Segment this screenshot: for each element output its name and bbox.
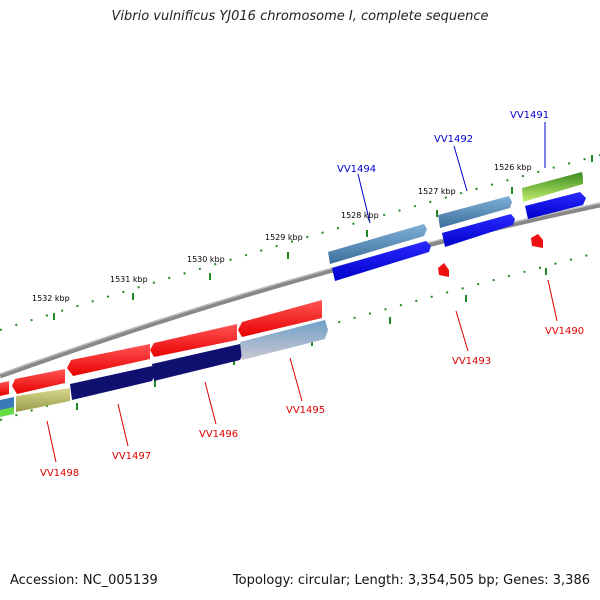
red-feature-e[interactable] <box>238 300 322 337</box>
chromosome-backbone-highlight <box>0 202 600 375</box>
gene-vv1492-cds-feature[interactable] <box>442 214 515 247</box>
gene-label-vv1498[interactable]: VV1498 <box>40 468 79 479</box>
forward-features <box>328 172 586 281</box>
scale-label-1530: 1530 kbp <box>187 255 225 264</box>
scale-label-1528: 1528 kbp <box>341 211 379 220</box>
red-feature-a[interactable] <box>0 381 9 396</box>
reverse-features <box>0 300 328 417</box>
gene-vv1495-feature[interactable] <box>240 320 328 360</box>
major-ticks-upper <box>53 155 593 320</box>
scale-label-1526: 1526 kbp <box>494 163 532 172</box>
gene-vv1496-feature[interactable] <box>152 344 244 381</box>
gene-vv1492-feature[interactable] <box>438 196 512 228</box>
scale-label-1529: 1529 kbp <box>265 233 303 242</box>
scale-label-1527: 1527 kbp <box>418 187 456 196</box>
scale-labels: 1532 kbp 1531 kbp 1530 kbp 1529 kbp 1528… <box>32 163 532 303</box>
scale-label-1532: 1532 kbp <box>32 294 70 303</box>
green-feature-left[interactable] <box>0 407 14 417</box>
reverse-gene-labels: VV1490 VV1493 VV1495 VV1496 VV1497 VV149… <box>40 326 584 479</box>
red-feature-c[interactable] <box>67 344 150 376</box>
gene-label-vv1495[interactable]: VV1495 <box>286 405 325 416</box>
gene-label-vv1497[interactable]: VV1497 <box>112 451 151 462</box>
chromosome-backbone <box>0 202 600 379</box>
gene-label-vv1494[interactable]: VV1494 <box>337 164 376 175</box>
label-leaders <box>46 122 558 463</box>
gene-label-vv1491[interactable]: VV1491 <box>510 110 549 121</box>
gene-vv1494-cds-feature[interactable] <box>332 241 431 281</box>
gene-label-vv1496[interactable]: VV1496 <box>199 429 238 440</box>
red-feature-d[interactable] <box>150 324 237 357</box>
forward-gene-labels: VV1491 VV1492 VV1494 <box>337 110 549 175</box>
gene-vv1498-feature[interactable] <box>16 388 70 412</box>
gene-vv1490-feature[interactable] <box>531 234 543 248</box>
scale-label-1531: 1531 kbp <box>110 275 148 284</box>
gene-vv1497-feature[interactable] <box>70 366 156 400</box>
accession-text: Accession: NC_005139 <box>10 573 158 588</box>
gene-vv1491-feature[interactable] <box>522 172 583 202</box>
map-title: Vibrio vulnificus YJ016 chromosome I, co… <box>111 9 489 24</box>
topology-text: Topology: circular; Length: 3,354,505 bp… <box>232 573 590 588</box>
scale-tick-line-upper <box>0 154 600 331</box>
gene-vv1491-cds-feature[interactable] <box>525 192 586 219</box>
gene-label-vv1493[interactable]: VV1493 <box>452 356 491 367</box>
gene-label-vv1492[interactable]: VV1492 <box>434 134 473 145</box>
red-feature-b[interactable] <box>12 369 65 394</box>
gene-vv1494-feature[interactable] <box>328 224 427 264</box>
gene-label-vv1490[interactable]: VV1490 <box>545 326 584 337</box>
gene-vv1493-feature[interactable] <box>438 263 449 277</box>
